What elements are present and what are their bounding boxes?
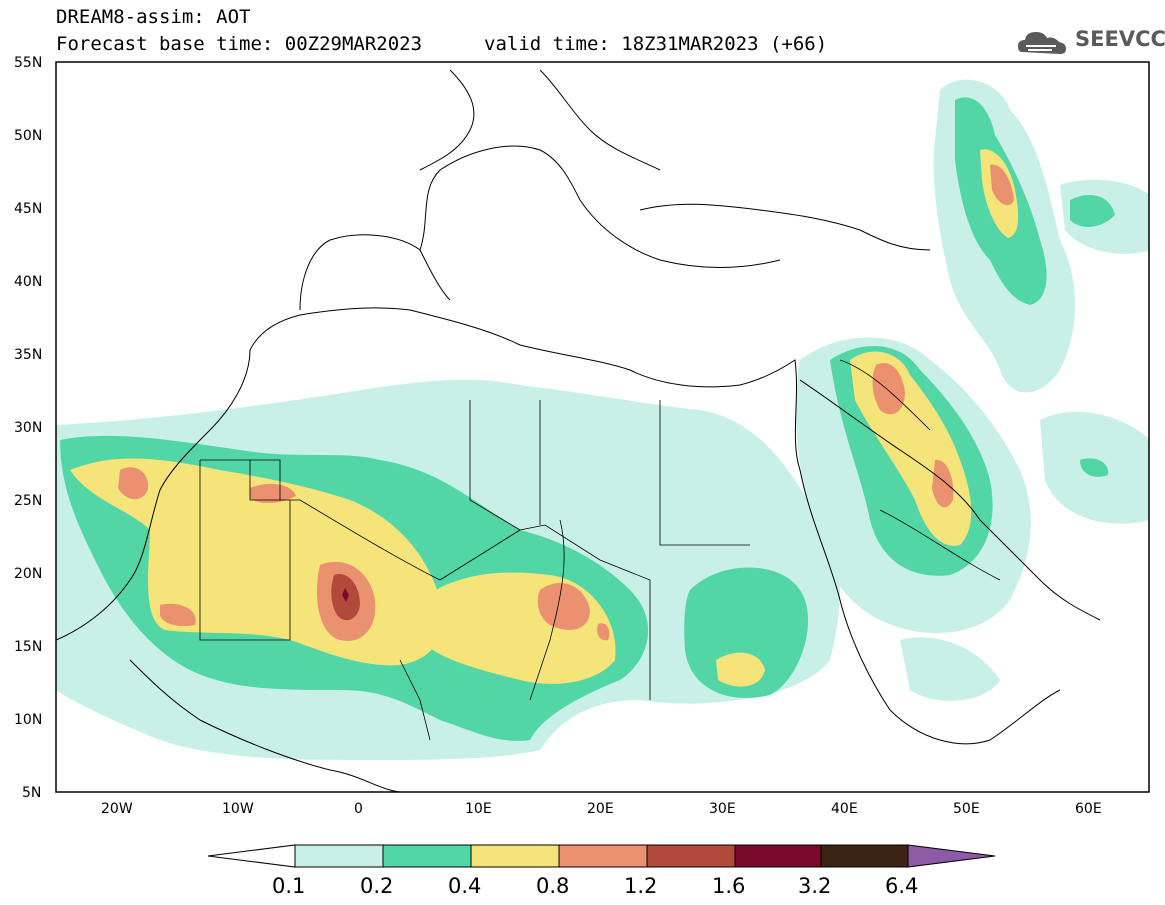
colorbar-bin (646, 844, 736, 868)
colorbar: 0.1 0.2 0.4 0.8 1.2 1.6 3.2 6.4 (207, 844, 996, 898)
lon-label: 10E (465, 801, 492, 817)
colorbar-bin (820, 844, 909, 868)
colorbar-bin (734, 844, 822, 868)
colorbar-label: 3.2 (798, 874, 831, 898)
lon-label: 60E (1075, 801, 1102, 817)
lon-label: 50E (953, 801, 980, 817)
colorbar-label: 0.4 (448, 874, 481, 898)
valid-time: valid time: 18Z31MAR2023 (+66) (484, 33, 828, 55)
latitude-axis: 55N 50N 45N 40N 35N 30N 25N 20N 15N 10N … (14, 55, 42, 801)
country-borders (199, 359, 1001, 741)
lat-label: 25N (14, 493, 42, 509)
aot-field (56, 79, 1149, 760)
lon-label: 30E (709, 801, 736, 817)
colorbar-label: 0.2 (360, 874, 393, 898)
colorbar-label: 6.4 (885, 874, 918, 898)
map-frame (55, 61, 1150, 793)
colorbar-label: 0.8 (536, 874, 569, 898)
lat-label: 5N (22, 785, 41, 801)
map-title: DREAM8-assim: AOT (56, 6, 251, 28)
forecast-base-time: Forecast base time: 00Z29MAR2023 (56, 33, 423, 55)
colorbar-bin (294, 844, 384, 868)
colorbar-label: 0.1 (272, 874, 305, 898)
cloud-icon (1018, 32, 1066, 54)
lat-label: 50N (14, 128, 42, 144)
colorbar-bin (382, 844, 472, 868)
colorbar-label: 1.2 (624, 874, 657, 898)
aot-level-6 (342, 588, 349, 602)
colorbar-bin (558, 844, 648, 868)
colorbar-bin (470, 844, 560, 868)
lat-label: 45N (14, 201, 42, 217)
lon-label: 0 (354, 801, 363, 817)
colorbar-label: 1.6 (712, 874, 745, 898)
lat-label: 55N (14, 55, 42, 71)
colorbar-under-arrow (207, 844, 296, 868)
longitude-axis: 20W 10W 0 10E 20E 30E 40E 50E 60E (101, 801, 1102, 817)
lat-label: 35N (14, 347, 42, 363)
lon-label: 20W (101, 801, 133, 817)
lon-label: 40E (831, 801, 858, 817)
lat-label: 30N (14, 420, 42, 436)
aot-level-4 (118, 164, 1014, 641)
lon-label: 20E (587, 801, 614, 817)
lat-label: 20N (14, 566, 42, 582)
lat-label: 10N (14, 712, 42, 728)
colorbar-over-arrow (907, 844, 996, 868)
logo-text: SEEVCCC (1075, 27, 1165, 51)
lon-label: 10W (222, 801, 254, 817)
lat-label: 40N (14, 274, 42, 290)
coastlines (56, 69, 1101, 792)
lat-label: 15N (14, 639, 42, 655)
